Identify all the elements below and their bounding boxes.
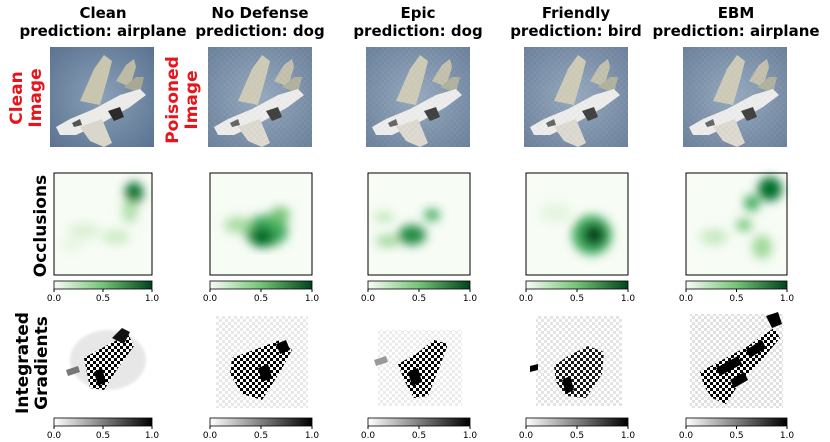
cbar-tick-label: 0.0 xyxy=(47,294,62,304)
poisoned-image-2 xyxy=(366,47,470,147)
gradient-colorbar-2: 0.0 0.5 1.0 xyxy=(361,417,478,441)
cbar-tick-label: 1.0 xyxy=(145,431,160,441)
occlusion-row xyxy=(53,172,788,276)
cbar-tick-label: 0.5 xyxy=(729,294,743,304)
cbar-tick-label: 1.0 xyxy=(621,294,636,304)
gradient-colorbar-4: 0.0 0.5 1.0 xyxy=(679,417,795,441)
row-label-clean-image-2: Image xyxy=(26,68,46,127)
col-title-method-0: Clean xyxy=(79,4,126,22)
gradient-colorbars: 0.0 0.5 1.0 0.0 0.5 1.0 0.0 0.5 1.0 0.0 … xyxy=(47,417,795,441)
row-labels: Clean Image Poisoned Image Occlusions In… xyxy=(7,56,202,414)
occlusion-map-2 xyxy=(367,172,471,276)
occlusion-colorbar-1: 0.0 0.5 1.0 xyxy=(203,280,320,304)
occlusion-colorbar-4: 0.0 0.5 1.0 xyxy=(679,280,795,304)
poisoned-image-1 xyxy=(208,47,312,147)
row-label-poisoned-image-2: Image xyxy=(182,70,202,129)
cbar-tick-label: 0.5 xyxy=(96,294,110,304)
col-title-prediction-2: prediction: dog xyxy=(353,22,482,40)
cbar-tick-label: 0.0 xyxy=(361,431,376,441)
gradient-map-2 xyxy=(368,310,470,412)
row-label-integrated-gradients-1: Integrated xyxy=(13,312,33,414)
gradient-colorbar-3: 0.0 0.5 1.0 xyxy=(519,417,636,441)
cbar-tick-label: 0.0 xyxy=(203,431,218,441)
gradient-colorbar-0: 0.0 0.5 1.0 xyxy=(47,417,160,441)
column-titles: Clean prediction: airplane No Defense pr… xyxy=(19,4,819,40)
cbar-tick-label: 1.0 xyxy=(463,294,478,304)
cbar-tick-label: 1.0 xyxy=(780,294,795,304)
row-label-integrated-gradients-2: Gradients xyxy=(32,316,52,410)
row-label-occlusions: Occlusions xyxy=(31,175,51,277)
cbar-tick-label: 0.5 xyxy=(254,294,268,304)
gradient-map-0 xyxy=(54,310,152,412)
occlusion-colorbars: 0.0 0.5 1.0 0.0 0.5 1.0 0.0 0.5 1.0 0.0 … xyxy=(47,280,795,304)
poisoned-image-4 xyxy=(683,47,787,147)
cbar-tick-label: 0.5 xyxy=(412,294,426,304)
cbar-tick-label: 0.0 xyxy=(47,431,62,441)
occlusion-colorbar-3: 0.0 0.5 1.0 xyxy=(519,280,636,304)
gradient-map-3 xyxy=(526,310,628,412)
cbar-tick-label: 0.5 xyxy=(412,431,426,441)
col-title-prediction-3: prediction: bird xyxy=(510,22,642,40)
cbar-tick-label: 0.0 xyxy=(679,294,694,304)
col-title-method-4: EBM xyxy=(718,4,755,22)
cbar-tick-label: 0.5 xyxy=(254,431,268,441)
cbar-tick-label: 1.0 xyxy=(621,431,636,441)
occlusion-map-4 xyxy=(685,172,788,276)
clean-image-0 xyxy=(50,47,154,147)
cbar-tick-label: 0.5 xyxy=(570,294,584,304)
occlusion-colorbar-2: 0.0 0.5 1.0 xyxy=(361,280,478,304)
cbar-tick-label: 0.5 xyxy=(96,431,110,441)
cbar-tick-label: 0.0 xyxy=(679,431,694,441)
col-title-prediction-4: prediction: airplane xyxy=(652,22,819,40)
occlusion-map-3 xyxy=(525,172,629,276)
cbar-tick-label: 1.0 xyxy=(780,431,795,441)
gradient-row xyxy=(54,310,787,412)
occlusion-map-0 xyxy=(53,172,153,276)
col-title-method-3: Friendly xyxy=(542,4,611,22)
gradient-colorbar-1: 0.0 0.5 1.0 xyxy=(203,417,320,441)
row-label-clean-image-1: Clean xyxy=(7,71,27,124)
cbar-tick-label: 1.0 xyxy=(305,294,320,304)
col-title-method-2: Epic xyxy=(400,4,435,22)
col-title-method-1: No Defense xyxy=(211,4,308,22)
col-title-prediction-0: prediction: airplane xyxy=(19,22,186,40)
row-label-poisoned-image-1: Poisoned xyxy=(163,56,183,144)
col-title-prediction-1: prediction: dog xyxy=(195,22,324,40)
cbar-tick-label: 0.5 xyxy=(729,431,743,441)
cbar-tick-label: 0.0 xyxy=(361,294,376,304)
image-row xyxy=(50,47,787,147)
cbar-tick-label: 0.0 xyxy=(519,431,534,441)
cbar-tick-label: 1.0 xyxy=(463,431,478,441)
cbar-tick-label: 1.0 xyxy=(145,294,160,304)
cbar-tick-label: 0.0 xyxy=(519,294,534,304)
occlusion-colorbar-0: 0.0 0.5 1.0 xyxy=(47,280,160,304)
gradient-map-1 xyxy=(210,310,312,412)
poisoned-image-3 xyxy=(524,47,628,147)
occlusion-map-1 xyxy=(209,172,313,276)
cbar-tick-label: 0.5 xyxy=(570,431,584,441)
gradient-map-4 xyxy=(686,310,787,412)
cbar-tick-label: 1.0 xyxy=(305,431,320,441)
cbar-tick-label: 0.0 xyxy=(203,294,218,304)
